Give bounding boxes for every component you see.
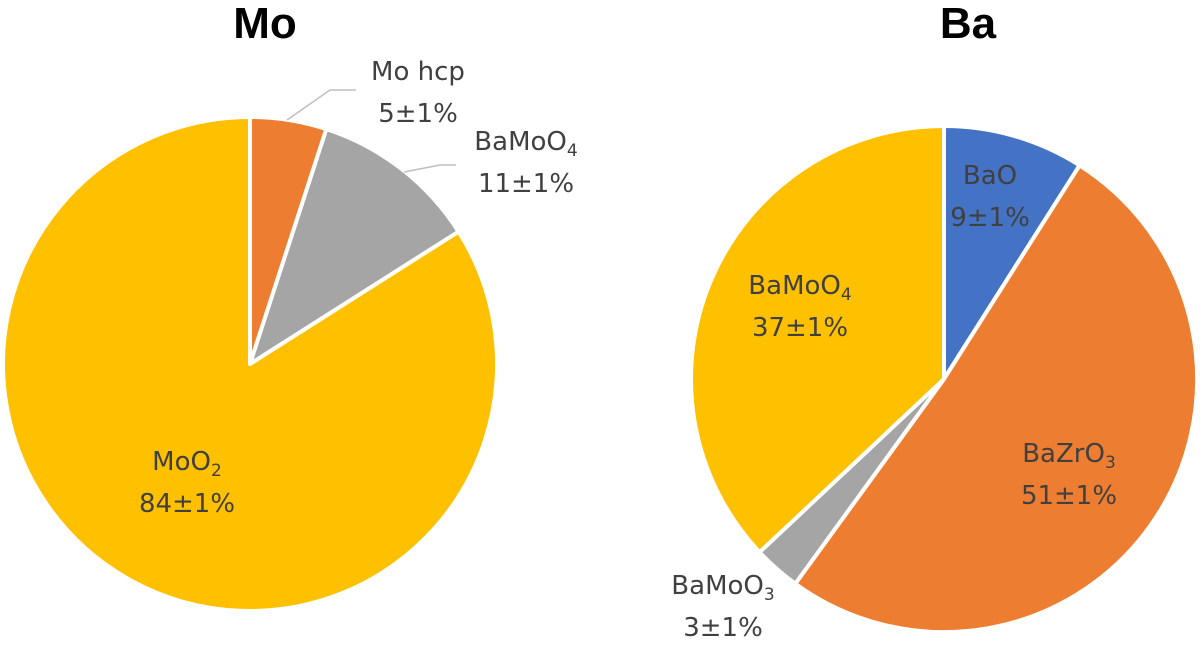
slice-value-label: 51±1% [1021,481,1117,511]
slice-name-label: MoO2 [152,447,222,481]
slice-name-label: BaO [963,161,1017,191]
pie-chart-ba: Ba BaO 9±1% BaZrO3 51±1% BaMoO3 3±1% BaMoO4 37±… [671,0,1200,643]
slice-value-label: 5±1% [378,99,458,129]
leader-line [403,164,456,173]
leader-line [286,89,356,121]
chart-title-ba: Ba [940,0,997,48]
pie-slice-bazro3 [793,163,1200,635]
pie-chart-mo: Mo Mo hcp 5±1% BaMoO4 11±1% MoO2 84±1% [1,0,578,613]
slice-name-label: BaMoO4 [748,271,851,305]
slice-name-label: BaZrO3 [1022,439,1116,473]
pie-slice-bamoo4 [248,127,461,366]
pie-slices-mo [1,115,499,613]
slice-value-label: 9±1% [950,203,1030,233]
slice-name-label: BaMoO3 [671,571,774,605]
slice-name-label: Mo hcp [371,57,465,87]
pie-slice-moo2 [1,115,499,613]
slice-labels-ba: BaO 9±1% BaZrO3 51±1% BaMoO3 3±1% BaMoO4 37±1% [671,161,1117,643]
slice-value-label: 37±1% [752,313,848,343]
leader-lines-mo [286,89,456,173]
pie-slice-bamoo4 [689,124,946,555]
chart-title-mo: Mo [233,0,297,48]
slice-name-label: BaMoO4 [474,127,577,161]
slice-value-label: 11±1% [478,169,574,199]
pie-slices-ba [689,124,1200,635]
pie-slice-bao [942,124,1082,381]
slice-value-label: 84±1% [139,489,235,519]
slice-value-label: 3±1% [683,613,763,643]
slice-labels-mo: Mo hcp 5±1% BaMoO4 11±1% MoO2 84±1% [139,57,578,519]
